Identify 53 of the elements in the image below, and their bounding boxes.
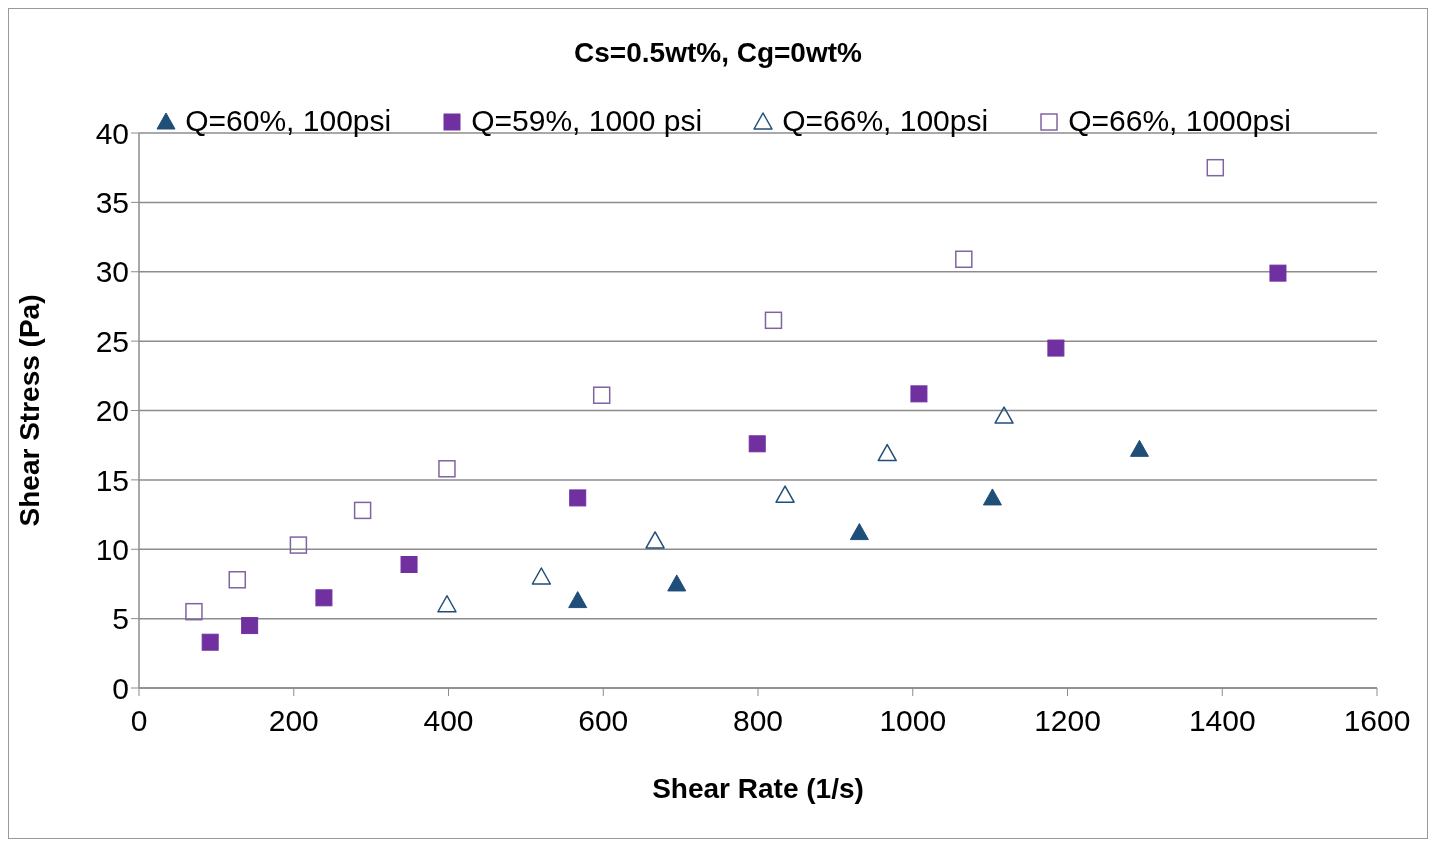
y-tick-label: 10 bbox=[95, 532, 129, 566]
x-axis-title: Shear Rate (1/s) bbox=[652, 773, 864, 804]
x-tick-label: 1000 bbox=[879, 704, 947, 738]
point bbox=[1047, 339, 1065, 357]
y-tick-label: 35 bbox=[95, 186, 129, 220]
point bbox=[437, 595, 457, 613]
point bbox=[994, 406, 1014, 424]
point bbox=[315, 589, 333, 607]
point bbox=[592, 386, 611, 404]
chart-title: Cs=0.5wt%, Cg=0wt% bbox=[573, 37, 863, 69]
point bbox=[438, 460, 456, 478]
y-tick-label: 25 bbox=[95, 324, 129, 358]
point bbox=[400, 556, 418, 574]
point bbox=[241, 617, 259, 635]
y-tick-label: 40 bbox=[95, 116, 129, 150]
point bbox=[667, 574, 687, 592]
x-tick-label: 1200 bbox=[1034, 704, 1101, 738]
point bbox=[877, 443, 897, 462]
legend-label: Q=66%, 1000psi bbox=[1068, 104, 1291, 138]
y-tick-label: 30 bbox=[95, 255, 129, 289]
point bbox=[569, 489, 587, 507]
point bbox=[645, 531, 665, 549]
point bbox=[764, 311, 783, 330]
y-tick-label: 0 bbox=[112, 671, 129, 705]
point bbox=[982, 488, 1002, 506]
point bbox=[849, 523, 869, 541]
legend-label: Q=59%, 1000 psi bbox=[471, 104, 703, 138]
point bbox=[185, 602, 203, 621]
point bbox=[775, 485, 795, 503]
point bbox=[531, 567, 552, 585]
point bbox=[748, 435, 766, 453]
y-tick-label: 15 bbox=[95, 463, 129, 497]
point bbox=[568, 591, 588, 609]
x-tick-label: 400 bbox=[423, 704, 474, 738]
point bbox=[201, 633, 219, 651]
point bbox=[955, 250, 973, 269]
point bbox=[910, 385, 928, 403]
point bbox=[1269, 264, 1287, 282]
point bbox=[228, 571, 247, 589]
legend-label: Q=60%, 100psi bbox=[185, 104, 392, 138]
x-tick-label: 800 bbox=[732, 704, 784, 738]
point bbox=[1129, 439, 1149, 457]
x-tick-label: 1400 bbox=[1188, 704, 1256, 738]
y-tick-label: 20 bbox=[95, 394, 129, 428]
x-tick-label: 600 bbox=[578, 704, 629, 738]
legend-label: Q=66%, 100psi bbox=[782, 104, 989, 138]
point bbox=[289, 536, 308, 554]
x-tick-label: 1600 bbox=[1343, 704, 1411, 738]
y-axis-title: Shear Stress (Pa) bbox=[13, 294, 45, 527]
point bbox=[353, 501, 372, 520]
x-tick-label: 200 bbox=[268, 704, 319, 738]
y-tick-label: 5 bbox=[112, 602, 129, 636]
point bbox=[1206, 158, 1225, 177]
